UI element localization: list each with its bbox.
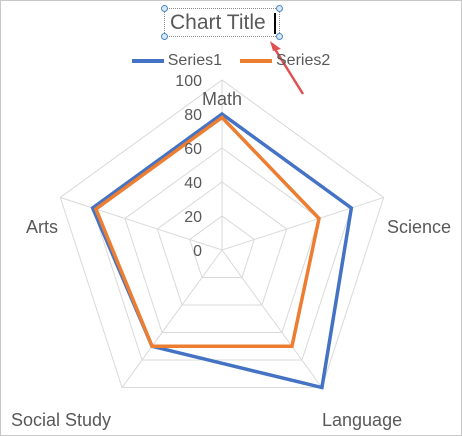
legend-item-series2[interactable]: Series2 [240,52,330,70]
grid-ring-100 [59,79,385,389]
legend-label-series1: Series1 [167,52,222,69]
legend-item-series1[interactable]: Series1 [131,52,222,70]
legend-label-series2: Series2 [276,52,331,69]
grid-ring-60 [124,147,320,334]
tick-label-20: 20 [184,209,202,226]
resize-handle-top-left[interactable] [161,5,168,12]
tick-label-80: 80 [184,107,202,124]
category-label-science: Science [387,217,451,237]
grid-spoke-2 [221,249,323,388]
legend-swatch-series2 [240,59,272,63]
grid-ring-20 [189,215,255,279]
category-label-math: Math [202,89,242,109]
grid-spoke-3 [121,249,223,388]
category-label-language: Language [322,410,402,430]
resize-handle-bottom-right[interactable] [276,33,283,40]
tick-label-100: 100 [175,73,202,90]
tick-label-0: 0 [193,243,202,260]
radial-tick-labels: 0 20 40 60 80 100 [175,73,202,260]
tick-label-40: 40 [184,175,202,192]
legend-swatch-series1 [131,59,164,63]
series-line-2 [93,115,321,349]
chart-legend[interactable]: Series1 Series2 [1,52,461,70]
resize-handle-bottom-left[interactable] [161,33,168,40]
series-line-1 [90,111,354,390]
grid-ring-40 [156,181,288,306]
category-label-arts: Arts [26,217,58,237]
annotation-arrow [270,41,305,95]
radar-grid [59,79,385,389]
radar-labels: Math Science Language Social Study Arts [11,89,451,430]
grid-spoke-1 [221,196,384,251]
tick-label-60: 60 [184,141,202,158]
text-cursor [274,13,276,34]
category-label-social-study: Social Study [11,410,111,430]
radar-series-layer [90,111,354,390]
chart-title-box[interactable]: Chart Title [161,5,283,40]
grid-spoke-4 [60,196,223,251]
resize-handle-top-right[interactable] [276,5,283,12]
chart-title[interactable]: Chart Title [170,11,266,34]
